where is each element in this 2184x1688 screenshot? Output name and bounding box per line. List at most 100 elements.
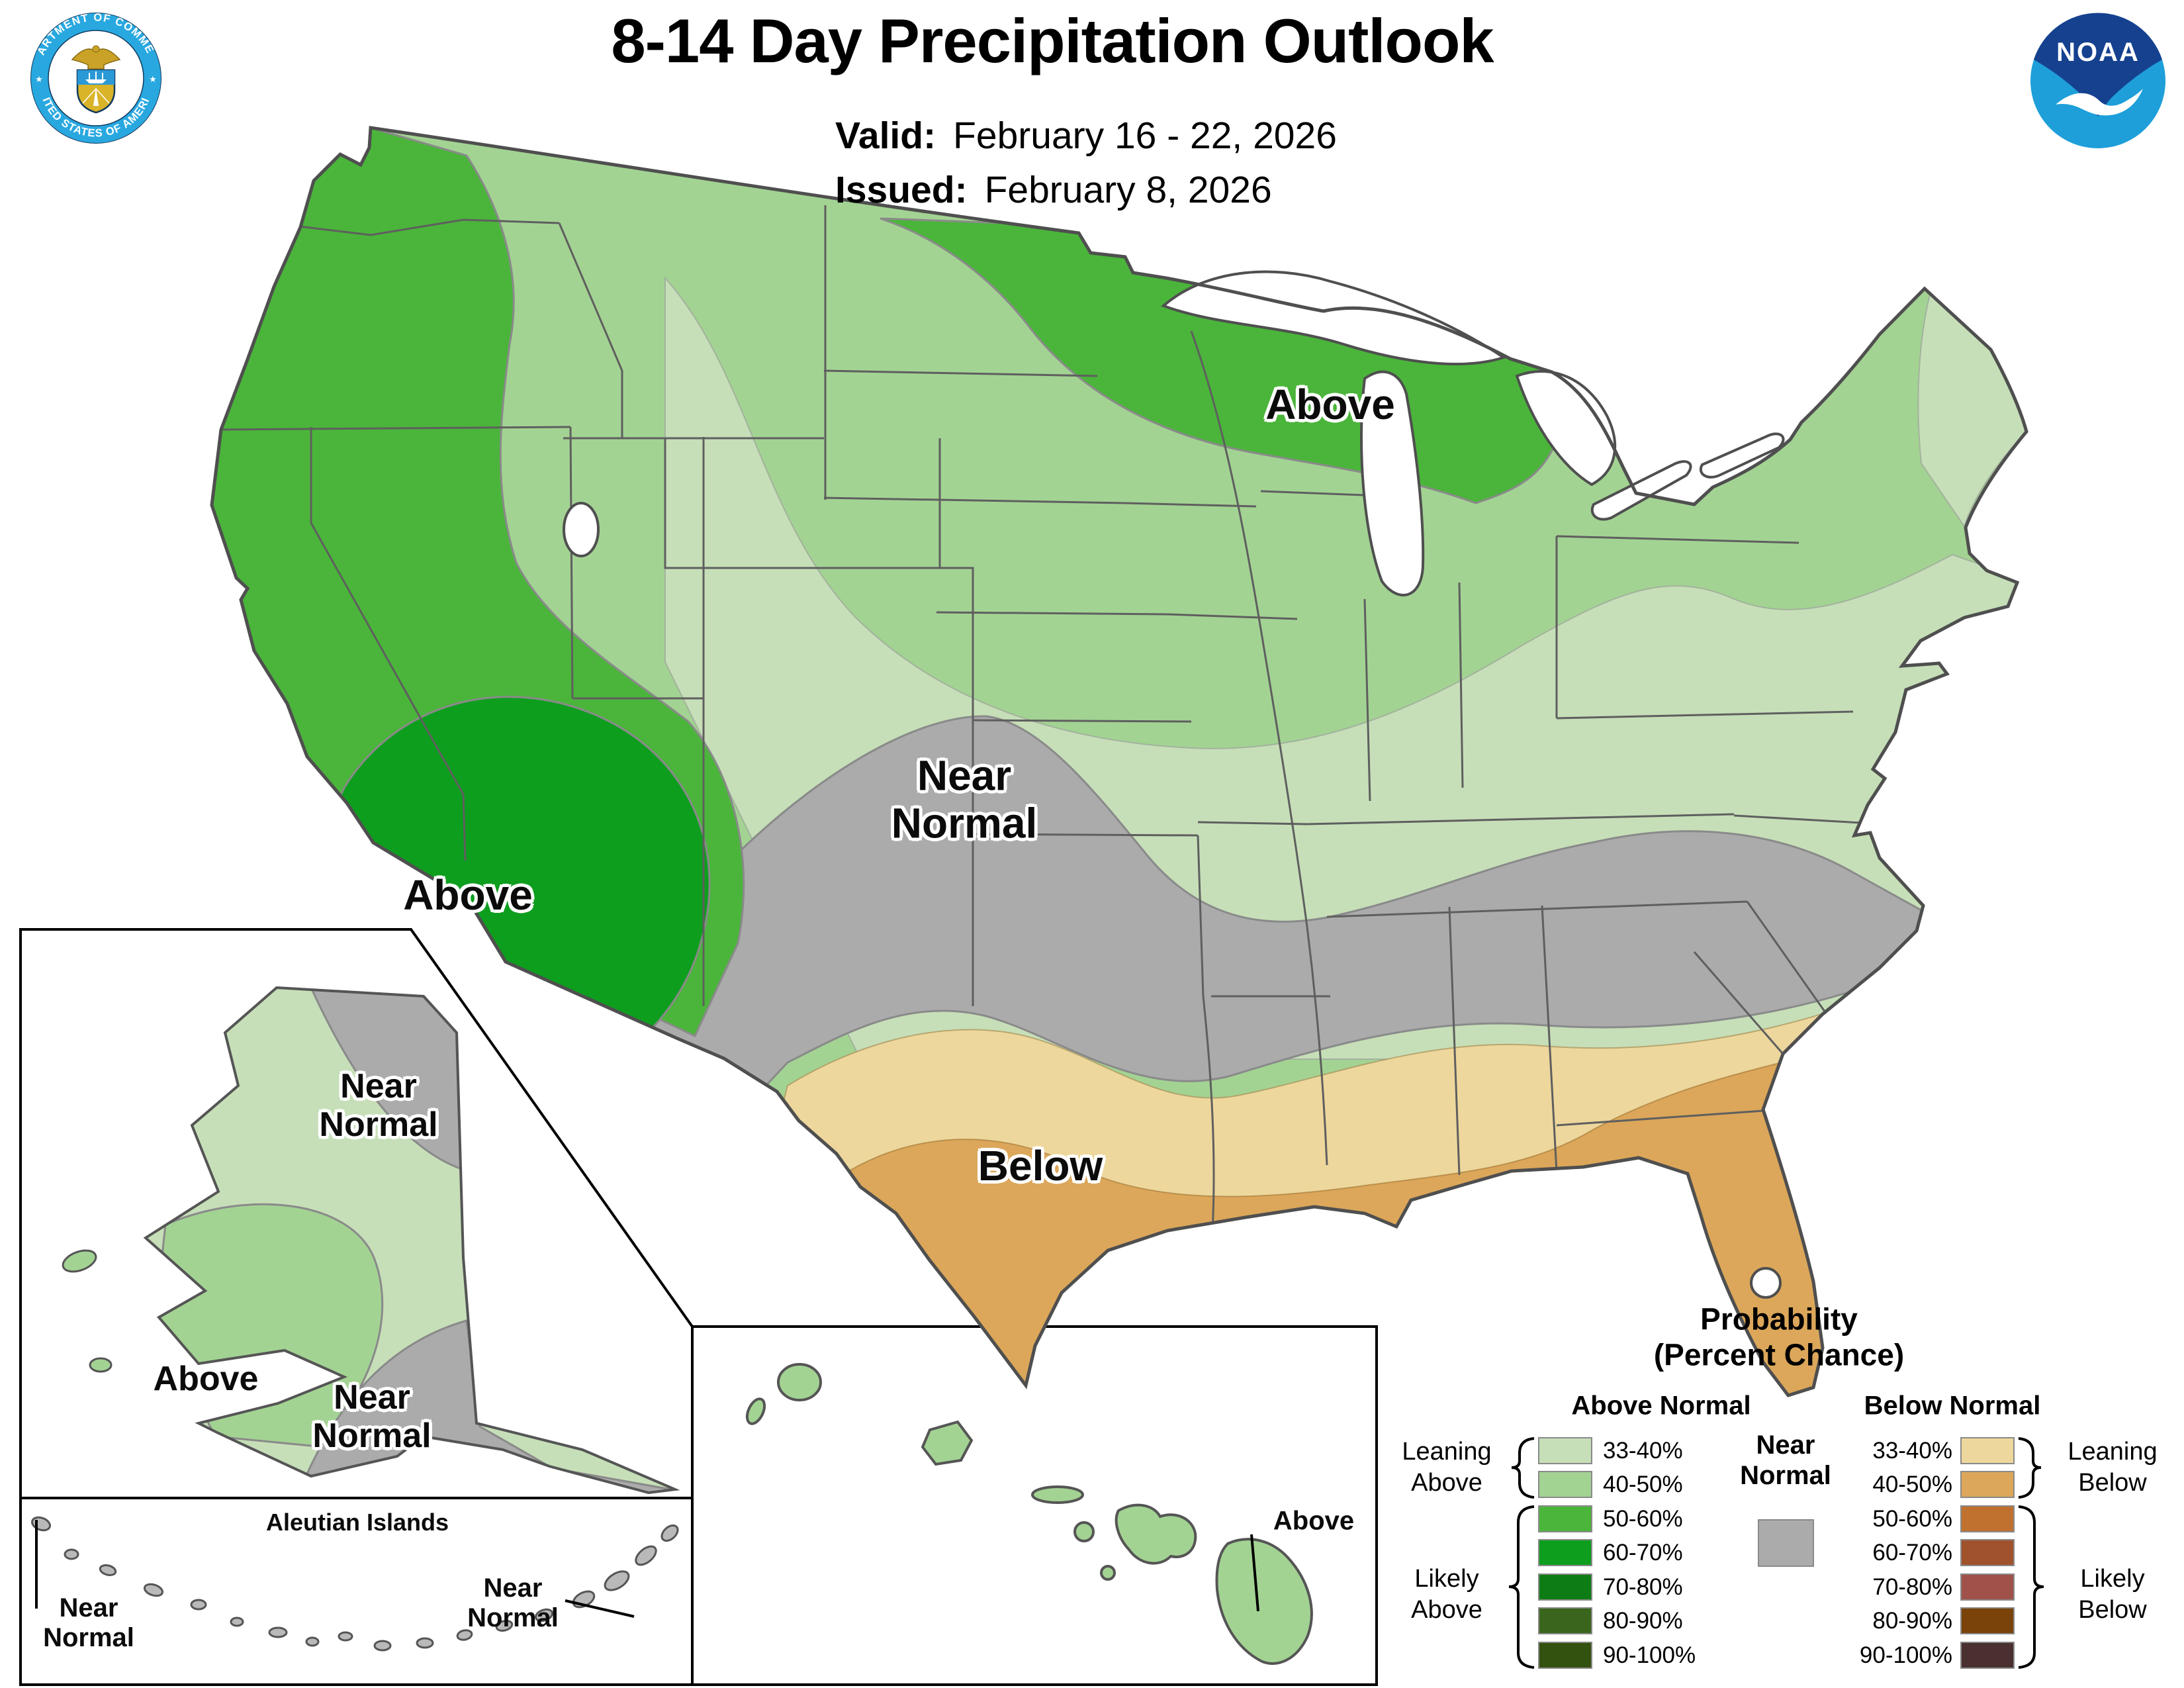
hawaii-island-maui xyxy=(1115,1503,1197,1565)
conus-coastline xyxy=(210,126,2028,1397)
legend-range-below-4: 70-80% xyxy=(1872,1574,1952,1600)
leaning-above-line1: Leaning xyxy=(1402,1437,1492,1466)
alaska-label-near-normal-north: Near Normal xyxy=(319,1067,437,1144)
hawaii-label-above: Above xyxy=(1273,1506,1355,1536)
legend-range-below-5: 80-90% xyxy=(1872,1608,1952,1634)
legend-swatch-below-90-100 xyxy=(1960,1642,2015,1669)
great-salt-lake xyxy=(563,502,600,557)
leaning-above-line2: Above xyxy=(1411,1469,1482,1497)
legend-range-above-3: 60-70% xyxy=(1603,1540,1683,1566)
leaning-below-line2: Below xyxy=(2078,1469,2147,1497)
legend-range-above-4: 70-80% xyxy=(1603,1574,1683,1600)
alaska-label-above-west: Above xyxy=(153,1359,259,1398)
hawaii-island-lanai xyxy=(1073,1521,1095,1542)
legend-range-above-6: 90-100% xyxy=(1603,1642,1696,1668)
legend-near-line2: Normal xyxy=(1740,1461,1831,1490)
legend-near-normal-label: Near Normal xyxy=(1740,1430,1831,1491)
legend-likely-above-label: Likely Above xyxy=(1411,1564,1482,1626)
noaa-logo: NOAA xyxy=(2030,13,2165,148)
likely-above-brace xyxy=(1508,1505,1535,1669)
hawaii-island-kahoolawe xyxy=(1100,1565,1116,1581)
likely-above-line2: Above xyxy=(1411,1596,1482,1624)
map-label-near-line2: Normal xyxy=(891,799,1038,847)
legend-near-line1: Near xyxy=(1756,1430,1815,1460)
map-label-below-south: Below xyxy=(978,1142,1103,1190)
legend-likely-below-label: Likely Below xyxy=(2078,1564,2147,1626)
issued-dateline: Issued: February 8, 2026 xyxy=(835,168,1272,212)
noaa-gull-icon xyxy=(2056,89,2143,116)
legend-swatch-above-70-80 xyxy=(1538,1573,1592,1601)
aleutian-right-line1: Near xyxy=(483,1573,543,1603)
alaska-label-near-normal-south: Near Normal xyxy=(312,1378,431,1455)
state-borders xyxy=(220,205,1920,1232)
lake-erie xyxy=(1591,460,1692,521)
legend-swatch-below-40-50 xyxy=(1960,1471,2015,1498)
doc-ring-star-left: ★ xyxy=(35,74,43,84)
legend-swatch-above-90-100 xyxy=(1538,1642,1592,1669)
legend-range-above-2: 50-60% xyxy=(1603,1506,1683,1532)
alaska-island xyxy=(89,1357,113,1373)
lake-okeechobee xyxy=(1750,1267,1782,1299)
alaska-ne-line1: Near xyxy=(340,1066,417,1105)
aleutian-title: Aleutian Islands xyxy=(265,1508,449,1536)
doc-shield-icon xyxy=(76,69,116,114)
legend-title-line2: (Percent Chance) xyxy=(1653,1338,1905,1372)
legend-title-line1: Probability xyxy=(1700,1301,1858,1336)
legend-swatch-above-80-90 xyxy=(1538,1607,1592,1634)
legend-range-above-0: 33-40% xyxy=(1603,1438,1683,1464)
alaska-region-near-normal-south xyxy=(302,1319,675,1493)
doc-ring-star-right: ★ xyxy=(149,74,157,84)
likely-below-line1: Likely xyxy=(2080,1564,2145,1593)
issued-label: Issued: xyxy=(835,169,968,211)
legend-braces xyxy=(1508,1437,2044,1669)
likely-above-line1: Likely xyxy=(1414,1564,1479,1593)
map-label-near-line1: Near xyxy=(917,751,1012,800)
alaska-coastline xyxy=(143,986,680,1495)
hawaii-island-niihau xyxy=(745,1397,766,1425)
alaska-ne-line2: Normal xyxy=(319,1105,438,1144)
legend-swatch-above-40-50 xyxy=(1538,1471,1592,1498)
hawaii-island-big-island xyxy=(1215,1538,1313,1665)
map-label-above-southwest: Above xyxy=(403,871,533,919)
leaning-above-brace xyxy=(1511,1437,1535,1499)
map-label-above-midwest: Above xyxy=(1265,381,1395,429)
aleutian-label-near-normal-right: Near Normal xyxy=(467,1573,559,1633)
aleutian-right-line2: Normal xyxy=(467,1603,559,1632)
valid-value: February 16 - 22, 2026 xyxy=(953,115,1337,157)
aleutian-left-line2: Normal xyxy=(43,1623,134,1652)
legend-swatch-below-50-60 xyxy=(1960,1505,2015,1532)
hawaii-island-kauai xyxy=(777,1363,822,1401)
noaa-logo-text: NOAA xyxy=(2056,38,2140,67)
hawaii-island-oahu xyxy=(921,1420,974,1466)
legend-range-below-6: 90-100% xyxy=(1859,1642,1952,1668)
doc-eagle-icon xyxy=(71,45,121,70)
alaska-south-line1: Near xyxy=(334,1378,410,1417)
legend-range-above-1: 40-50% xyxy=(1603,1472,1683,1497)
legend-range-below-0: 33-40% xyxy=(1872,1438,1952,1464)
aleutian-left-line1: Near xyxy=(59,1593,118,1623)
legend-title: Probability (Percent Chance) xyxy=(1654,1301,1904,1374)
legend-range-below-3: 60-70% xyxy=(1872,1540,1952,1566)
hawaii-island-molokai xyxy=(1031,1485,1084,1504)
aleutian-label-near-normal-left: Near Normal xyxy=(43,1593,134,1653)
legend-above-normal-header: Above Normal xyxy=(1571,1391,1751,1421)
aleutian-inset-box xyxy=(19,1497,694,1686)
legend-swatch-below-60-70 xyxy=(1960,1539,2015,1566)
alaska-island xyxy=(62,1249,97,1273)
aleutian-right-leader-line xyxy=(565,1599,635,1618)
legend-swatch-below-33-40 xyxy=(1960,1437,2015,1464)
leaning-below-line1: Leaning xyxy=(2068,1437,2158,1466)
likely-below-brace xyxy=(2018,1505,2044,1669)
likely-below-line2: Below xyxy=(2078,1596,2147,1624)
legend-below-normal-header: Below Normal xyxy=(1864,1391,2041,1421)
issued-value: February 8, 2026 xyxy=(984,169,1272,211)
legend-range-above-5: 80-90% xyxy=(1603,1608,1683,1634)
leaning-below-brace xyxy=(2018,1437,2042,1499)
lake-huron xyxy=(1515,370,1617,487)
legend-swatch-above-60-70 xyxy=(1538,1539,1592,1566)
legend-range-below-1: 40-50% xyxy=(1872,1472,1952,1497)
legend-swatch-above-50-60 xyxy=(1538,1505,1592,1532)
legend-swatch-near-normal xyxy=(1758,1519,1814,1567)
legend-swatch-above-33-40 xyxy=(1538,1437,1592,1464)
